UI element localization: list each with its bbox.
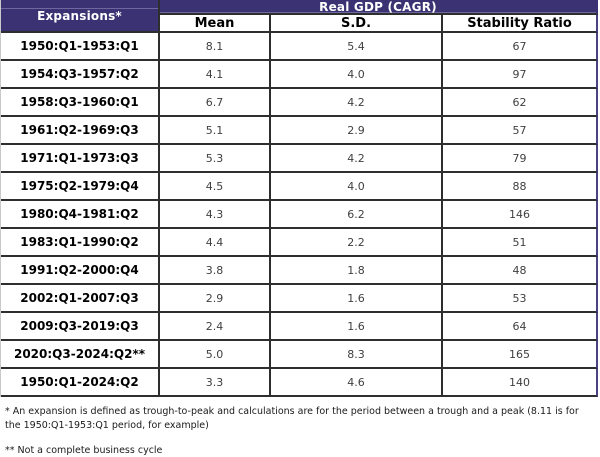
sd-cell: 4.0 [271,173,443,201]
mean-cell: 3.3 [160,369,271,397]
col-header-sd: S.D. [271,15,443,33]
period-cell: 1991:Q2-2000:Q4 [1,257,160,285]
mean-cell: 2.9 [160,285,271,313]
corner-header-cell: Expansions* [1,0,160,33]
period-cell: 1950:Q1-1953:Q1 [1,33,160,61]
stability-cell: 64 [443,313,598,341]
stability-cell: 48 [443,257,598,285]
stability-cell: 51 [443,229,598,257]
corner-header-label: Expansions* [37,8,122,23]
stability-cell: 67 [443,33,598,61]
mean-cell: 4.3 [160,201,271,229]
stability-cell: 53 [443,285,598,313]
mean-cell: 4.4 [160,229,271,257]
stability-cell: 140 [443,369,598,397]
period-cell: 2009:Q3-2019:Q3 [1,313,160,341]
col-header-mean: Mean [160,15,271,33]
mean-cell: 4.1 [160,61,271,89]
stability-cell: 62 [443,89,598,117]
mean-cell: 3.8 [160,257,271,285]
header-divider-line [1,8,158,9]
expansions-table: Expansions* Real GDP (CAGR) Mean S.D. St… [0,0,598,397]
group-header-label: Real GDP (CAGR) [319,0,437,14]
stability-cell: 146 [443,201,598,229]
stability-cell: 97 [443,61,598,89]
group-header-cell: Real GDP (CAGR) [160,0,598,15]
col-header-stability-ratio: Stability Ratio [443,15,598,33]
stability-cell: 165 [443,341,598,369]
period-cell: 1983:Q1-1990:Q2 [1,229,160,257]
sd-cell: 4.6 [271,369,443,397]
mean-cell: 8.1 [160,33,271,61]
period-cell: 1954:Q3-1957:Q2 [1,61,160,89]
sd-cell: 4.0 [271,61,443,89]
period-cell: 1971:Q1-1973:Q3 [1,145,160,173]
period-cell: 1961:Q2-1969:Q3 [1,117,160,145]
period-cell: 1950:Q1-2024:Q2 [1,369,160,397]
mean-cell: 5.0 [160,341,271,369]
footnote-business-cycle: ** Not a complete business cycle [5,444,163,456]
sd-cell: 8.3 [271,341,443,369]
footnotes: * An expansion is defined as trough-to-p… [0,397,595,457]
stability-cell: 88 [443,173,598,201]
sd-cell: 1.6 [271,285,443,313]
period-cell: 1958:Q3-1960:Q1 [1,89,160,117]
mean-cell: 6.7 [160,89,271,117]
period-cell: 2020:Q3-2024:Q2** [1,341,160,369]
sd-cell: 4.2 [271,89,443,117]
period-cell: 1980:Q4-1981:Q2 [1,201,160,229]
period-cell: 1975:Q2-1979:Q4 [1,173,160,201]
mean-cell: 4.5 [160,173,271,201]
sd-cell: 1.8 [271,257,443,285]
sd-cell: 5.4 [271,33,443,61]
sd-cell: 1.6 [271,313,443,341]
footnote-expansion-definition: * An expansion is defined as trough-to-p… [5,406,579,431]
sd-cell: 2.2 [271,229,443,257]
sd-cell: 6.2 [271,201,443,229]
sd-cell: 2.9 [271,117,443,145]
mean-cell: 2.4 [160,313,271,341]
mean-cell: 5.1 [160,117,271,145]
period-cell: 2002:Q1-2007:Q3 [1,285,160,313]
mean-cell: 5.3 [160,145,271,173]
sd-cell: 4.2 [271,145,443,173]
stability-cell: 57 [443,117,598,145]
stability-cell: 79 [443,145,598,173]
